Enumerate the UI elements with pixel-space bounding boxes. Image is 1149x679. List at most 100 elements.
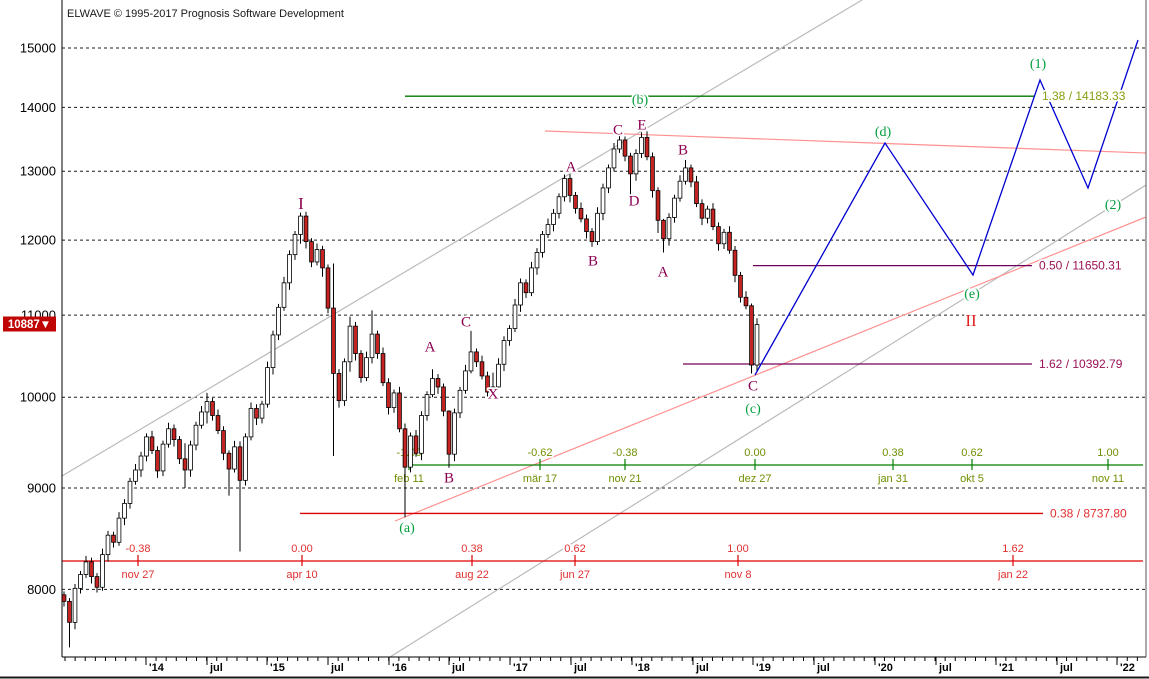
candle — [292, 234, 298, 256]
candle — [749, 305, 754, 366]
candle — [716, 226, 721, 245]
green-time-ruler-date-label: okt 5 — [960, 473, 984, 485]
red-time-ruler-date-label: nov 8 — [725, 569, 752, 581]
red-time-ruler-date-label: nov 27 — [121, 569, 154, 581]
x-axis-label: jul — [330, 662, 344, 674]
candle — [111, 534, 116, 543]
green-time-ruler-date-label: jan 31 — [877, 473, 908, 485]
projection-layer — [754, 39, 1139, 376]
candle — [298, 215, 303, 235]
fib-level-label: 1.38 / 14183.33 — [1042, 89, 1126, 103]
wave-label-A: A — [658, 264, 669, 280]
label-layer: 1.38 / 14183.33 0.50 / 11650.31 1.62 / 103… — [296, 55, 1128, 538]
price-tag-layer: 10887▼ — [3, 316, 56, 332]
candle — [83, 561, 89, 575]
candle — [545, 224, 551, 235]
candle — [331, 307, 336, 374]
candle — [248, 408, 254, 438]
candle — [463, 370, 468, 391]
candle — [375, 333, 380, 354]
green-time-ruler-ratio-label: -0.62 — [527, 447, 552, 459]
candle — [89, 561, 94, 578]
y-axis-label: 14000 — [20, 100, 56, 115]
candle — [446, 410, 452, 455]
candle — [661, 219, 666, 240]
candle — [188, 444, 193, 471]
candle — [276, 306, 281, 336]
candle — [221, 430, 226, 454]
x-axis-label: '18 — [635, 662, 650, 674]
projected-wave-path — [754, 39, 1139, 376]
wave-label-d: (d) — [875, 125, 892, 140]
candle — [485, 375, 490, 393]
wave-label-C: C — [461, 314, 471, 330]
candle — [226, 452, 232, 470]
candle — [270, 334, 276, 368]
candle — [309, 241, 314, 263]
x-axis-label: jul — [695, 662, 709, 674]
candle — [243, 436, 248, 481]
y-axis-label: 8000 — [27, 582, 56, 597]
candle — [523, 282, 529, 294]
candle — [133, 469, 138, 482]
candle — [650, 156, 655, 192]
wave-label-I: I — [298, 194, 304, 213]
candle — [100, 554, 105, 588]
candle — [479, 361, 485, 377]
candle — [336, 373, 342, 402]
red-time-ruler-ratio-label: 1.62 — [1002, 543, 1023, 555]
trendline-1 — [389, 184, 1147, 658]
wave-label-c: (c) — [745, 402, 761, 417]
copyright-text: ELWAVE © 1995-2017 Prognosis Software De… — [67, 8, 344, 20]
candle — [666, 217, 672, 240]
candle — [578, 208, 584, 220]
candle — [562, 178, 567, 198]
candle — [281, 282, 287, 308]
trendline-0 — [61, 0, 863, 477]
y-axis-label: 15000 — [20, 40, 56, 55]
candle — [534, 252, 540, 269]
candle — [94, 576, 100, 588]
candle — [166, 428, 171, 445]
candle — [419, 415, 424, 454]
y-axis-label: 13000 — [20, 164, 56, 179]
fib-level-label: 0.50 / 11650.31 — [1039, 259, 1122, 273]
x-axis-label: jul — [573, 662, 587, 674]
x-axis-label: jul — [209, 662, 223, 674]
trendline-2 — [544, 130, 1147, 154]
candle — [540, 234, 545, 253]
red-time-ruler-ratio-label: 0.38 — [461, 543, 482, 555]
trendline-3 — [394, 216, 1147, 522]
candle — [177, 439, 182, 460]
fib-level-label: 1.62 / 10392.79 — [1039, 357, 1123, 371]
wave-label-2: (2) — [1105, 198, 1122, 213]
fib-level-layer — [300, 95, 1043, 515]
candle — [699, 203, 705, 219]
candle — [61, 594, 67, 602]
candle — [210, 401, 215, 416]
candle — [358, 353, 364, 379]
candle — [171, 428, 177, 440]
candle — [589, 231, 595, 242]
candle — [606, 167, 611, 189]
candle — [727, 231, 732, 251]
fib-level-label: 0.38 / 8737.80 — [1050, 506, 1127, 520]
candle — [738, 274, 743, 298]
candle — [611, 148, 617, 169]
candle — [67, 600, 72, 623]
candle — [501, 340, 507, 365]
x-axis-label: '14 — [149, 662, 165, 674]
candle — [408, 435, 413, 468]
candle — [683, 167, 688, 182]
candle — [721, 231, 727, 245]
wave-label-e: (e) — [964, 287, 980, 302]
candle — [127, 480, 133, 504]
wave-label-B: B — [678, 142, 688, 158]
candle — [232, 446, 237, 470]
candle — [556, 196, 562, 214]
candle — [72, 587, 78, 623]
candle — [347, 325, 353, 363]
